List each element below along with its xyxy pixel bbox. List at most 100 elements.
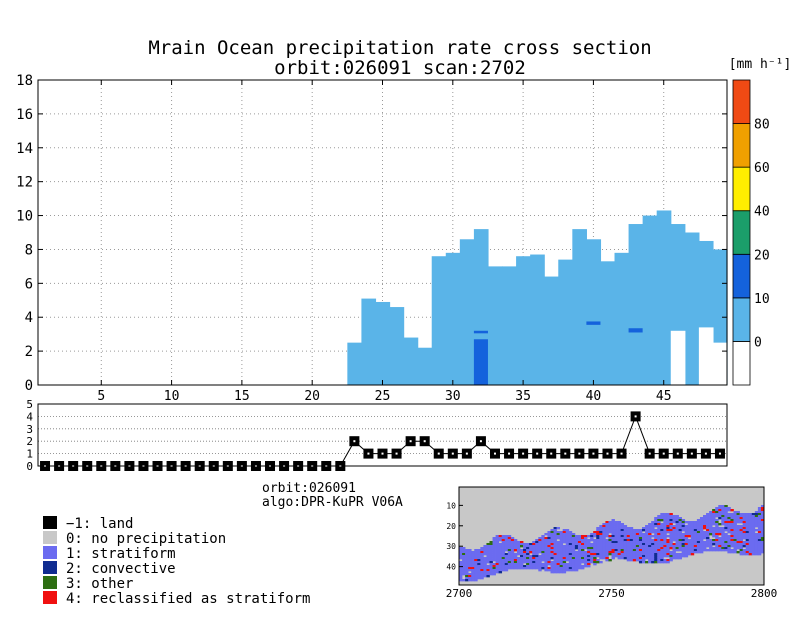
swath-cell <box>510 539 515 542</box>
swath-cell <box>568 561 573 564</box>
swath-cell <box>693 531 698 534</box>
swath-cell <box>742 549 747 552</box>
swath-cell <box>544 533 548 536</box>
swath-cell <box>596 551 600 554</box>
swath-cell <box>699 525 704 528</box>
swath-cell <box>690 521 695 524</box>
swath-cell <box>693 525 698 528</box>
swath-cell <box>468 567 472 570</box>
precip-type-frame <box>37 403 728 467</box>
swath-cell <box>721 523 725 526</box>
swath-cell <box>654 519 658 522</box>
swath-cell <box>465 575 469 578</box>
swath-cell <box>556 547 560 550</box>
swath-cell <box>462 571 466 574</box>
swath-cell <box>696 519 701 522</box>
swath-cell <box>635 549 640 552</box>
swath-cell <box>718 527 722 530</box>
swath-cell <box>681 545 686 548</box>
swath-cell <box>501 565 506 568</box>
swath-cell <box>733 517 737 520</box>
swath-cell <box>730 533 734 536</box>
swath-cell <box>699 535 704 538</box>
swath-cell <box>733 523 737 526</box>
swath-cell <box>693 549 698 552</box>
swath-cell <box>666 545 670 548</box>
swath-cell <box>730 545 734 548</box>
swath-cell <box>611 523 615 526</box>
swath-cell <box>703 535 707 538</box>
swath-cell <box>660 523 664 526</box>
rain-column-0-10 <box>502 266 517 385</box>
swath-cell <box>718 543 722 546</box>
swath-cell <box>672 549 676 552</box>
swath-cell <box>532 549 536 552</box>
swath-cell <box>745 527 750 530</box>
rain-column-0-10 <box>487 266 503 385</box>
swath-cell <box>498 547 503 550</box>
swath-cell <box>480 569 484 572</box>
swath-cell <box>477 563 481 566</box>
swath-cell <box>727 545 731 548</box>
swath-cell <box>675 537 679 540</box>
swath-cell <box>486 565 490 568</box>
type-marker-dot <box>451 452 454 455</box>
swath-cell <box>523 543 527 546</box>
swath-cell <box>541 559 545 562</box>
swath-cell <box>642 527 646 530</box>
swath-cell <box>632 555 637 558</box>
swath-cell <box>492 537 496 540</box>
swath-cell <box>556 569 560 572</box>
swath-cell <box>736 513 740 516</box>
swath-cell <box>584 561 588 564</box>
swath-cell <box>486 551 490 554</box>
swath-cell <box>498 555 503 558</box>
swath-cell <box>632 539 637 542</box>
swath-cell <box>593 553 597 556</box>
swath-cell <box>751 521 756 524</box>
swath-cell <box>635 531 640 534</box>
swath-cell <box>507 555 512 558</box>
swath-cell <box>669 531 673 534</box>
swath-cell <box>556 557 560 560</box>
swath-cell <box>760 545 765 548</box>
colorbar-swatch <box>732 166 751 212</box>
swath-cell <box>495 569 499 572</box>
swath-cell <box>663 551 667 554</box>
swath-cell <box>666 515 670 518</box>
swath-cell <box>712 549 716 552</box>
swath-cell <box>596 531 600 534</box>
swath-cell <box>672 533 676 536</box>
swath-cell <box>635 543 640 546</box>
swath-cell <box>501 559 506 562</box>
swath-cell <box>523 553 527 556</box>
swath-cell <box>626 545 631 548</box>
swath-cell <box>721 535 725 538</box>
map-y-tick-label: 40 <box>446 563 456 572</box>
swath-cell <box>538 543 542 546</box>
swath-cell <box>590 553 594 556</box>
swath-cell <box>617 541 621 544</box>
swath-cell <box>556 549 560 552</box>
swath-cell <box>462 579 466 582</box>
swath-cell <box>541 563 545 566</box>
swath-cell <box>465 561 469 564</box>
swath-cell <box>599 533 603 536</box>
swath-cell <box>718 505 722 508</box>
swath-cell <box>757 545 762 548</box>
swath-cell <box>495 547 499 550</box>
swath-cell <box>596 537 600 540</box>
swath-cell <box>712 533 716 536</box>
swath-cell <box>544 547 548 550</box>
swath-cell <box>605 545 609 548</box>
swath-cell <box>681 537 686 540</box>
swath-cell <box>523 549 527 552</box>
swath-cell <box>648 539 652 542</box>
swath-cell <box>757 521 762 524</box>
swath-cell <box>614 533 618 536</box>
swath-cell <box>501 557 506 560</box>
swath-cell <box>495 561 499 564</box>
swath-cell <box>513 553 518 556</box>
swath-cell <box>690 535 695 538</box>
swath-cell <box>660 545 664 548</box>
